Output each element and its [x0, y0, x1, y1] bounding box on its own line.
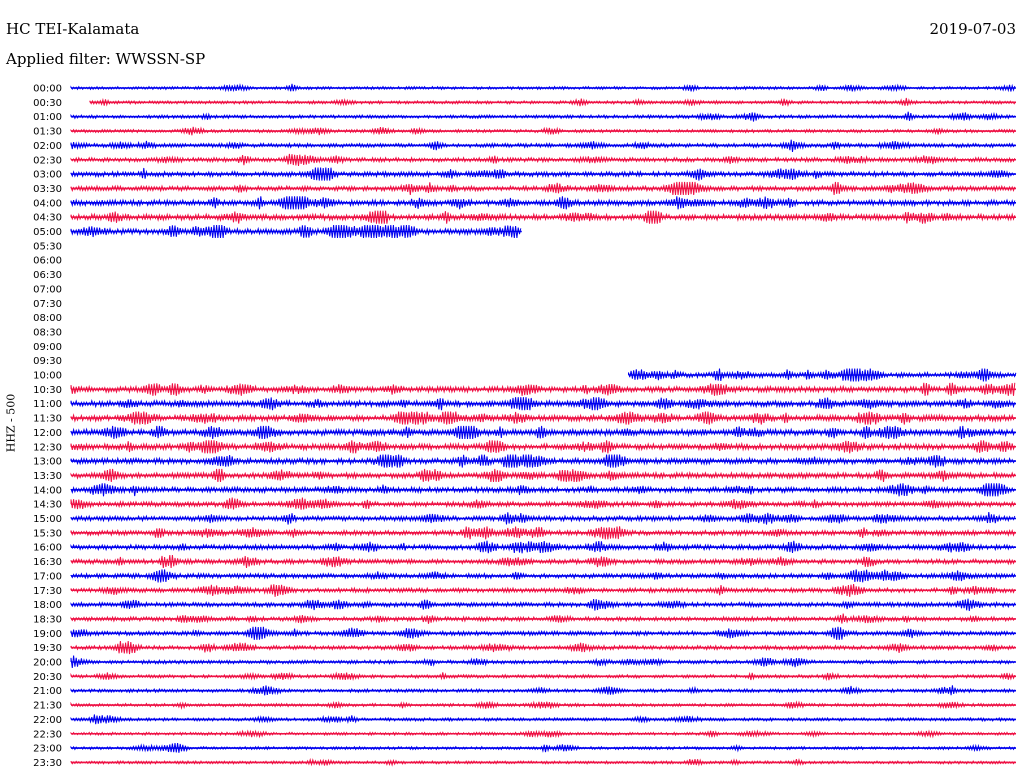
- time-tick-label: 09:00: [33, 342, 62, 353]
- time-tick-label: 07:30: [33, 299, 62, 310]
- time-tick-label: 18:30: [33, 614, 62, 625]
- station-title: HC TEI-Kalamata: [6, 20, 140, 38]
- time-tick-label: 12:00: [33, 428, 62, 439]
- time-tick-label: 11:00: [33, 399, 62, 410]
- time-tick-label: 10:00: [33, 371, 62, 382]
- time-tick-label: 20:30: [33, 672, 62, 683]
- time-tick-label: 09:30: [33, 356, 62, 367]
- time-tick-label: 23:30: [33, 758, 62, 769]
- time-tick-label: 02:00: [33, 141, 62, 152]
- time-tick-label: 22:30: [33, 729, 62, 740]
- time-tick-label: 08:00: [33, 313, 62, 324]
- time-tick-label: 14:30: [33, 500, 62, 511]
- trace-line: [70, 382, 1016, 396]
- time-tick-label: 15:00: [33, 514, 62, 525]
- time-tick-label: 04:00: [33, 198, 62, 209]
- date-label: 2019-07-03: [929, 20, 1016, 38]
- time-tick-label: 11:30: [33, 414, 62, 425]
- time-tick-label: 16:00: [33, 543, 62, 554]
- time-tick-label: 08:30: [33, 327, 62, 338]
- time-tick-label: 00:00: [33, 84, 62, 95]
- time-tick-label: 01:30: [33, 127, 62, 138]
- tick-label-group: 00:00 00:30 01:00 01:30 02:00 02:30 03:00 03:30…: [33, 84, 62, 769]
- time-tick-label: 14:00: [33, 485, 62, 496]
- time-tick-label: 05:30: [33, 241, 62, 252]
- time-tick-label: 17:00: [33, 571, 62, 582]
- trace-group: [70, 83, 1017, 767]
- time-tick-label: 15:30: [33, 528, 62, 539]
- time-tick-label: 13:00: [33, 457, 62, 468]
- time-tick-label: 02:30: [33, 155, 62, 166]
- filter-label: Applied filter: WWSSN-SP: [6, 50, 206, 68]
- time-tick-label: 00:30: [33, 98, 62, 109]
- time-tick-label: 17:30: [33, 586, 62, 597]
- time-tick-label: 20:00: [33, 658, 62, 669]
- time-tick-label: 03:30: [33, 184, 62, 195]
- time-tick-label: 23:00: [33, 744, 62, 755]
- time-tick-label: 01:00: [33, 112, 62, 123]
- time-tick-label: 19:30: [33, 643, 62, 654]
- time-tick-label: 21:00: [33, 686, 62, 697]
- time-tick-label: 05:00: [33, 227, 62, 238]
- time-tick-label: 06:30: [33, 270, 62, 281]
- time-tick-label: 10:30: [33, 385, 62, 396]
- time-tick-label: 22:00: [33, 715, 62, 726]
- time-tick-label: 07:00: [33, 284, 62, 295]
- time-tick-label: 19:00: [33, 629, 62, 640]
- time-tick-label: 06:00: [33, 256, 62, 267]
- time-tick-label: 04:30: [33, 213, 62, 224]
- time-tick-label: 21:30: [33, 701, 62, 712]
- time-tick-label: 13:30: [33, 471, 62, 482]
- time-tick-label: 16:30: [33, 557, 62, 568]
- time-tick-label: 12:30: [33, 442, 62, 453]
- time-tick-label: 03:00: [33, 170, 62, 181]
- time-tick-label: 18:00: [33, 600, 62, 611]
